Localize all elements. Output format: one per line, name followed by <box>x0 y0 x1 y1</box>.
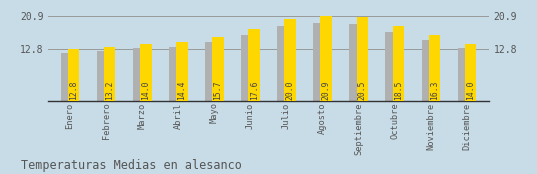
Bar <box>393 26 404 101</box>
Bar <box>277 26 289 101</box>
Bar <box>133 49 144 101</box>
Text: 14.0: 14.0 <box>141 80 150 100</box>
Bar <box>313 23 325 101</box>
Bar <box>140 44 151 101</box>
Bar <box>285 19 296 101</box>
Bar <box>68 49 79 101</box>
Text: 20.9: 20.9 <box>322 80 331 100</box>
Bar <box>357 17 368 101</box>
Text: 20.5: 20.5 <box>358 80 367 100</box>
Text: 16.3: 16.3 <box>430 80 439 100</box>
Bar <box>241 35 252 101</box>
Bar <box>176 42 187 101</box>
Bar <box>458 49 469 101</box>
Bar <box>61 53 72 101</box>
Bar <box>429 35 440 101</box>
Bar <box>169 47 180 101</box>
Text: 17.6: 17.6 <box>250 80 258 100</box>
Bar <box>205 42 216 101</box>
Bar <box>465 44 476 101</box>
Text: 15.7: 15.7 <box>214 80 222 100</box>
Text: 14.0: 14.0 <box>466 80 475 100</box>
Bar <box>97 52 108 101</box>
Text: 13.2: 13.2 <box>105 80 114 100</box>
Text: 14.4: 14.4 <box>177 80 186 100</box>
Text: 18.5: 18.5 <box>394 80 403 100</box>
Text: Temperaturas Medias en alesanco: Temperaturas Medias en alesanco <box>21 159 242 172</box>
Bar <box>321 16 332 101</box>
Bar <box>350 24 361 101</box>
Bar <box>422 40 433 101</box>
Text: 12.8: 12.8 <box>69 80 78 100</box>
Bar <box>212 37 224 101</box>
Bar <box>248 29 260 101</box>
Bar <box>104 47 115 101</box>
Text: 20.0: 20.0 <box>286 80 295 100</box>
Bar <box>386 32 397 101</box>
